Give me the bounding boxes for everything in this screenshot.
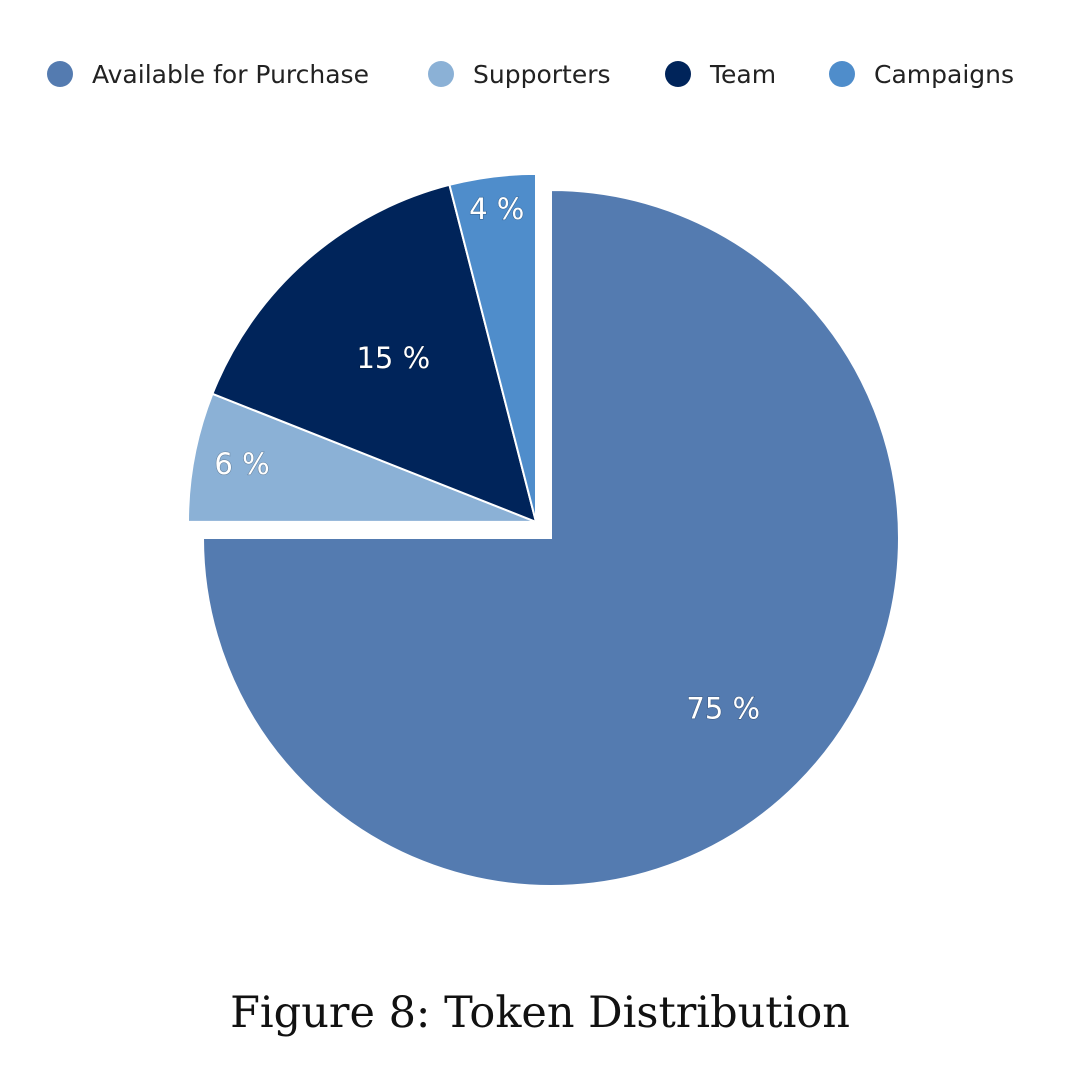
slice-label-available-for-purchase: 75 % <box>686 691 760 725</box>
legend-label-team: Team <box>710 59 777 89</box>
figure-caption: Figure 8: Token Distribution <box>230 988 850 1038</box>
pie-slice-available-for-purchase[interactable] <box>201 188 900 887</box>
legend-item-supporters[interactable]: Supporters <box>428 52 611 96</box>
legend-swatch-team <box>665 61 691 87</box>
slice-label-supporters: 6 % <box>214 447 269 481</box>
pie-chart: 75 % 6 % 15 % 4 % <box>187 172 900 887</box>
legend-label-available-for-purchase: Available for Purchase <box>92 59 369 89</box>
legend-swatch-supporters <box>428 61 454 87</box>
pie-slice-campaigns[interactable] <box>448 172 538 523</box>
pie-slice-supporters[interactable] <box>187 392 537 523</box>
pie-slice-team[interactable] <box>211 183 538 524</box>
legend-swatch-available-for-purchase <box>47 61 73 87</box>
legend-swatch-campaigns <box>829 61 855 87</box>
legend-item-team[interactable]: Team <box>665 52 776 96</box>
chart-legend: Available for Purchase Supporters Team C… <box>0 52 1080 96</box>
legend-label-supporters: Supporters <box>473 59 611 89</box>
legend-label-campaigns: Campaigns <box>874 59 1015 89</box>
slice-label-campaigns: 4 % <box>469 192 524 226</box>
legend-item-campaigns[interactable]: Campaigns <box>829 52 1014 96</box>
slice-label-team: 15 % <box>356 341 430 375</box>
legend-item-available-for-purchase[interactable]: Available for Purchase <box>47 52 369 96</box>
